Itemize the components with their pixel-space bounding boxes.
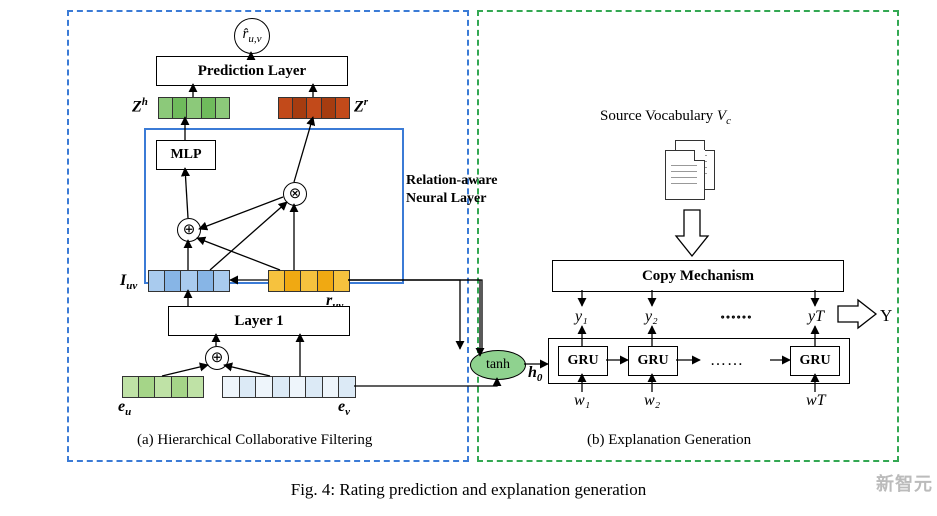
ev-vector [222, 376, 356, 398]
zh-vector [158, 97, 230, 119]
gru-dots: …… [710, 352, 744, 370]
zh-sup: h [142, 96, 148, 108]
source-vocab-var: V [717, 108, 726, 124]
eu-vector [122, 376, 204, 398]
eu-sub: u [125, 406, 131, 418]
otimes-op: ⊗ [283, 182, 307, 206]
panel-a-caption: (a) Hierarchical Collaborative Filtering [137, 432, 372, 449]
layer1-label: Layer 1 [234, 313, 283, 330]
ev-label: ev [338, 398, 350, 418]
iuv-vector [148, 270, 230, 292]
doc-stack-icon [665, 140, 715, 202]
figure-caption: Fig. 4: Rating prediction and explanatio… [0, 480, 937, 500]
gru-t-label: GRU [799, 353, 830, 369]
h0-sub: 0 [537, 372, 543, 384]
relation-aware-label: Relation-aware Neural Layer [406, 172, 498, 207]
gru-1-label: GRU [567, 353, 598, 369]
source-vocab-text: Source Vocabulary [600, 108, 717, 124]
y-output-label: Y [880, 306, 892, 326]
tanh-node: tanh [470, 350, 526, 380]
gru-1: GRU [558, 346, 608, 376]
zh-label-text: Z [132, 98, 142, 115]
h0-var: h [528, 364, 537, 381]
watermark: 新智元 [876, 470, 933, 496]
gru-2: GRU [628, 346, 678, 376]
iuv-label: Iuv [120, 272, 137, 292]
tanh-label: tanh [486, 357, 510, 373]
yT-label: yT [808, 308, 824, 326]
eu-label: eu [118, 398, 131, 418]
zr-label-text: Z [354, 98, 364, 115]
oplus-inner-op: ⊕ [177, 218, 201, 242]
r-hat-sub: u,v [248, 33, 261, 45]
copy-mechanism-label: Copy Mechanism [642, 268, 754, 285]
y2-label: y₂ [645, 308, 658, 326]
gru-t: GRU [790, 346, 840, 376]
w1-label: w₁ [574, 392, 590, 410]
source-vocab-sub: c [726, 115, 731, 127]
ev-sub: v [345, 406, 350, 418]
h0-label: h0 [528, 364, 542, 384]
zr-sup: r [364, 96, 368, 108]
relation-aware-label2: Neural Layer [406, 190, 498, 208]
iuv-sub: uv [126, 280, 137, 292]
prediction-layer-box: Prediction Layer [156, 56, 348, 86]
prediction-layer-label: Prediction Layer [198, 63, 306, 80]
ruv-vector [268, 270, 350, 292]
wT-label: wT [806, 392, 826, 410]
w2-label: w₂ [644, 392, 660, 410]
zr-label: Zr [354, 96, 368, 116]
zr-vector [278, 97, 350, 119]
panel-b-caption: (b) Explanation Generation [587, 432, 751, 449]
copy-mechanism-box: Copy Mechanism [552, 260, 844, 292]
panel-b-border [477, 10, 899, 462]
source-vocab-label: Source Vocabulary Vc [600, 108, 731, 127]
oplus-bottom-op: ⊕ [205, 346, 229, 370]
zh-label: Zh [132, 96, 148, 116]
gru-2-label: GRU [637, 353, 668, 369]
layer1-box: Layer 1 [168, 306, 350, 336]
relation-aware-box [144, 128, 404, 284]
relation-aware-label1: Relation-aware [406, 172, 498, 190]
y1-label: y₁ [575, 308, 588, 326]
output-r-hat: r̂u,v [234, 18, 270, 54]
